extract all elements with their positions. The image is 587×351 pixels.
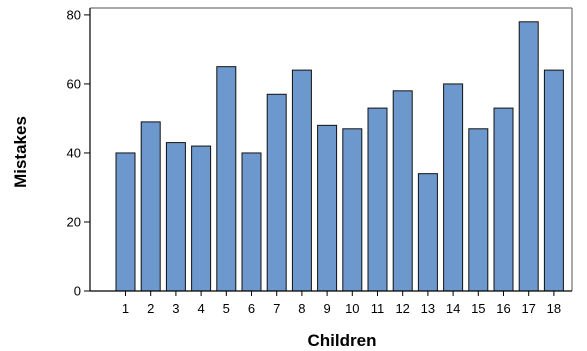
x-tick-label: 14 — [446, 301, 460, 316]
y-tick-label: 40 — [67, 145, 81, 160]
x-tick-label: 11 — [371, 301, 385, 316]
y-tick-label: 20 — [67, 214, 81, 229]
x-tick-label: 7 — [273, 301, 280, 316]
x-tick-label: 6 — [248, 301, 255, 316]
x-tick-label: 2 — [147, 301, 154, 316]
y-tick-label: 0 — [74, 284, 81, 299]
bar-child-10 — [342, 128, 363, 292]
bar-child-6 — [241, 152, 262, 292]
bar-child-17 — [518, 21, 539, 292]
x-axis-title: Children — [308, 331, 377, 350]
x-tick-label: 3 — [172, 301, 179, 316]
x-ticks-group: 1 2 3 4 5 6 7 8 9 10 11 12 13 14 15 16 17 18 — [122, 291, 561, 316]
bar-child-7 — [266, 93, 287, 292]
x-tick-label: 1 — [122, 301, 129, 316]
y-tick-label: 60 — [67, 76, 81, 91]
bar-child-3 — [165, 142, 186, 292]
bars-group — [115, 21, 564, 292]
bar-child-4 — [191, 145, 212, 292]
x-tick-label: 12 — [395, 301, 409, 316]
x-tick-label: 9 — [323, 301, 330, 316]
x-tick-label: 5 — [223, 301, 230, 316]
x-tick-label: 18 — [547, 301, 561, 316]
bar-child-18 — [543, 69, 564, 292]
bar-child-1 — [115, 152, 136, 292]
y-ticks-group: 0 20 40 60 80 — [67, 7, 90, 299]
axes-group — [89, 8, 572, 292]
x-tick-label: 13 — [421, 301, 435, 316]
x-tick-label: 16 — [496, 301, 510, 316]
x-tick-label: 17 — [521, 301, 535, 316]
bar-child-13 — [417, 173, 438, 292]
x-tick-label: 4 — [197, 301, 204, 316]
bar-child-16 — [493, 107, 514, 292]
x-tick-label: 8 — [298, 301, 305, 316]
bar-child-9 — [317, 124, 338, 292]
bar-child-8 — [291, 69, 312, 292]
plot-area — [90, 7, 573, 291]
bar-child-12 — [392, 90, 413, 292]
x-tick-label: 10 — [345, 301, 359, 316]
bar-child-5 — [216, 66, 237, 292]
y-tick-label: 80 — [67, 7, 81, 22]
y-axis-title: Mistakes — [11, 116, 30, 188]
bar-child-15 — [468, 128, 489, 292]
bar-child-14 — [443, 83, 464, 292]
bar-child-11 — [367, 107, 388, 292]
bar-child-2 — [140, 121, 161, 292]
x-tick-label: 15 — [471, 301, 485, 316]
